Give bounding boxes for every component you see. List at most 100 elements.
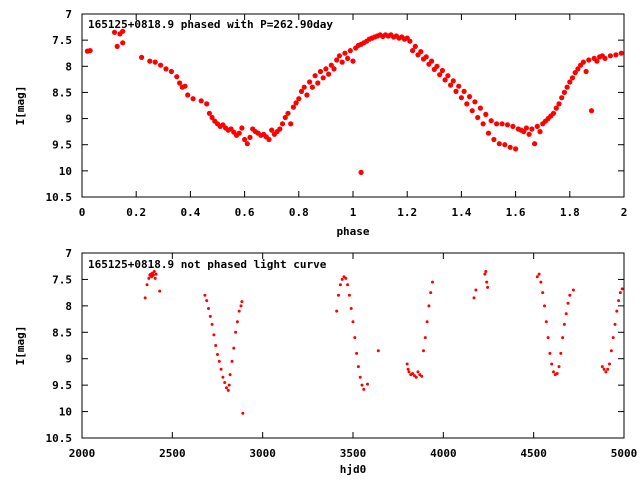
data-point (145, 283, 149, 287)
data-point (617, 299, 621, 303)
data-point (523, 125, 530, 131)
x-axis-label: phase (336, 225, 369, 238)
data-point (214, 344, 218, 347)
data-point (575, 66, 581, 72)
data-point (301, 84, 307, 90)
data-point (242, 136, 248, 143)
data-point (442, 77, 448, 83)
x-tick-label: 0.6 (235, 206, 255, 219)
data-point (552, 370, 555, 374)
data-point (410, 48, 416, 54)
data-point (544, 320, 548, 324)
x-tick-label: 0.2 (126, 206, 146, 219)
data-point (240, 300, 244, 304)
data-point (583, 68, 589, 75)
data-point (602, 367, 606, 371)
data-point (564, 312, 568, 316)
data-point (168, 68, 174, 75)
data-point (143, 296, 147, 300)
data-point (458, 95, 464, 101)
x-tick-label: 4000 (430, 447, 457, 460)
x-tick-label: 1 (350, 206, 357, 219)
data-point (216, 353, 219, 356)
data-point (423, 54, 429, 60)
data-point (227, 383, 231, 387)
y-tick-label: 9.5 (52, 139, 72, 152)
data-point (615, 309, 619, 313)
data-point (285, 110, 291, 116)
data-point (111, 29, 118, 35)
x-tick-label: 4500 (520, 447, 547, 460)
data-point (504, 122, 511, 128)
data-point (507, 144, 513, 150)
data-point (334, 57, 340, 63)
data-point (448, 82, 454, 88)
data-point (347, 48, 353, 54)
data-point (494, 121, 500, 127)
data-point (429, 58, 435, 64)
x-tick-label: 1.8 (560, 206, 580, 219)
data-point (434, 63, 440, 69)
data-point (153, 276, 157, 280)
y-tick-label: 10 (59, 165, 72, 178)
data-point (203, 293, 207, 297)
data-point (559, 351, 563, 355)
data-point (602, 55, 608, 62)
data-point (485, 280, 489, 284)
data-point (474, 288, 478, 292)
x-tick-label: 1.6 (506, 206, 526, 219)
data-point (450, 78, 456, 84)
data-point (604, 370, 608, 374)
data-point (147, 58, 153, 64)
data-point (340, 277, 344, 281)
data-point (567, 79, 573, 85)
data-point (543, 304, 546, 308)
data-point (349, 307, 353, 310)
y-tick-label: 10.5 (46, 191, 73, 204)
unphased-light-curve-chart: 2000 2500 3000 3500 4000 4500 5000 7 7.5 8 8.5 9 9.5… (14, 247, 637, 476)
x-tick-label: 5000 (611, 447, 638, 460)
data-point (486, 285, 490, 289)
data-point (358, 169, 364, 175)
y-tick-label: 7.5 (52, 273, 72, 286)
data-point (550, 362, 554, 366)
data-point (529, 126, 535, 132)
data-point (158, 62, 164, 68)
data-point (469, 108, 475, 114)
data-point (496, 141, 502, 147)
y-tick-label: 7 (65, 8, 72, 21)
data-point (453, 88, 459, 94)
data-point (182, 83, 188, 89)
data-point (475, 114, 481, 121)
data-point (208, 314, 212, 318)
data-point (158, 289, 162, 293)
data-point (537, 272, 541, 276)
data-point (600, 365, 604, 369)
data-point (217, 359, 221, 363)
data-point (293, 100, 299, 106)
data-point (355, 351, 359, 355)
x-tick-label: 2000 (69, 447, 96, 460)
data-point (535, 275, 539, 279)
data-point (550, 110, 557, 116)
data-point (464, 101, 470, 107)
x-tick-label: 2 (621, 206, 628, 219)
x-tick-label: 2500 (159, 447, 186, 460)
data-point (405, 362, 409, 366)
data-point (521, 129, 527, 135)
data-point (541, 291, 545, 295)
data-point (353, 336, 357, 340)
y-tick-label: 7 (65, 247, 72, 260)
data-point (420, 374, 424, 378)
data-point (416, 370, 420, 374)
chart-title: 165125+0818.9 not phased light curve (88, 258, 327, 271)
y-tick-label: 9 (65, 353, 72, 366)
data-point (561, 89, 568, 95)
data-point (537, 129, 543, 135)
data-point (239, 125, 245, 131)
data-point (358, 375, 362, 379)
data-point (425, 320, 429, 324)
data-point (580, 59, 587, 65)
data-point (526, 131, 532, 137)
data-point (114, 43, 120, 50)
